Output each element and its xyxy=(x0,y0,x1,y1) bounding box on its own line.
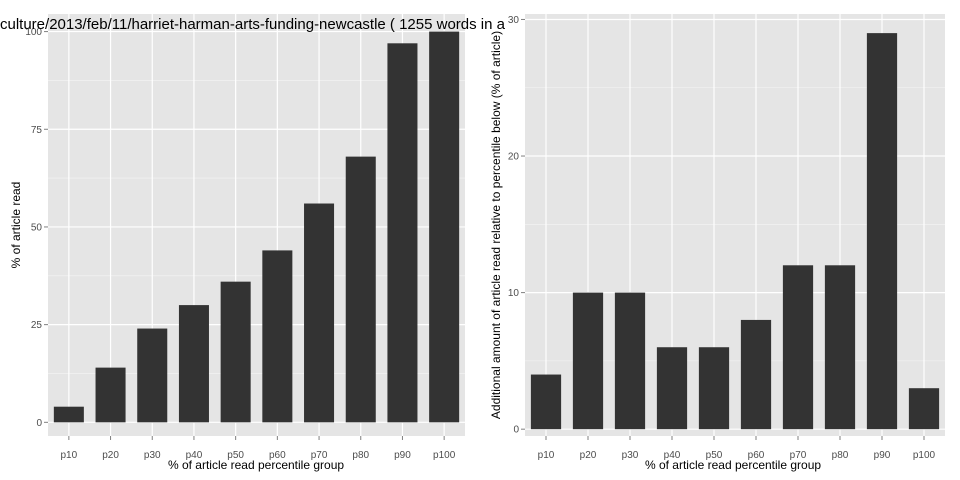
y-axis-title-right: Additional amount of article read relati… xyxy=(489,31,503,419)
y-tick-label: 75 xyxy=(31,125,43,136)
x-tick-label: p50 xyxy=(227,450,244,461)
bar-p20 xyxy=(95,367,126,423)
bar-p10 xyxy=(53,406,84,423)
bar-p60 xyxy=(262,250,293,423)
x-tick-label: p10 xyxy=(538,450,555,461)
bar-p100 xyxy=(429,31,460,423)
bar-p80 xyxy=(345,156,376,423)
xticks-right: p10 p20 p30 p40 p50 p60 p70 p80 p90 p100 xyxy=(538,436,936,461)
bar-p80 xyxy=(824,265,856,430)
bar-p20 xyxy=(572,292,604,430)
bar-p100 xyxy=(908,388,940,430)
yticks-left: 0 25 50 75 100 xyxy=(25,27,48,429)
x-tick-label: p100 xyxy=(433,450,456,461)
x-axis-title-right: % of article read percentile group xyxy=(645,458,821,472)
y-tick-label: 50 xyxy=(31,222,43,233)
y-tick-label: 30 xyxy=(508,15,520,26)
y-tick-label: 20 xyxy=(508,152,520,163)
bar-p60 xyxy=(740,319,772,430)
y-tick-label: 25 xyxy=(31,320,43,331)
bar-p90 xyxy=(866,33,898,430)
x-tick-label: p80 xyxy=(832,450,849,461)
x-tick-label: p50 xyxy=(706,450,723,461)
bars-left xyxy=(53,31,460,423)
x-tick-label: p70 xyxy=(311,450,328,461)
bar-p40 xyxy=(178,305,209,423)
bar-p40 xyxy=(656,347,688,430)
bar-p70 xyxy=(304,203,335,423)
x-axis-title-left: % of article read percentile group xyxy=(168,458,344,472)
x-tick-label: p40 xyxy=(186,450,203,461)
xticks-left: p10 p20 p30 p40 p50 p60 p70 p80 p90 p100 xyxy=(61,436,456,461)
x-tick-label: p90 xyxy=(394,450,411,461)
x-tick-label: p80 xyxy=(352,450,369,461)
y-tick-label: 10 xyxy=(508,288,520,299)
bars-right xyxy=(530,33,940,430)
chart-title-left: culture/2013/feb/11/harriet-harman-arts-… xyxy=(0,16,506,33)
x-tick-label: p20 xyxy=(580,450,597,461)
x-tick-label: p20 xyxy=(102,450,119,461)
y-axis-title-left: % of article read xyxy=(9,182,23,269)
bar-p50 xyxy=(698,347,730,430)
bar-p50 xyxy=(220,281,251,423)
x-tick-label: p70 xyxy=(790,450,807,461)
bar-p70 xyxy=(782,265,814,430)
x-tick-label: p60 xyxy=(748,450,765,461)
y-tick-label: 0 xyxy=(513,425,519,436)
x-tick-label: p40 xyxy=(664,450,681,461)
bar-p10 xyxy=(530,374,562,430)
bar-p30 xyxy=(614,292,646,430)
bar-p90 xyxy=(387,43,418,423)
y-tick-label: 100 xyxy=(25,27,42,38)
x-tick-label: p90 xyxy=(874,450,891,461)
bar-p30 xyxy=(137,328,168,423)
yticks-right: 0 10 20 30 xyxy=(508,15,525,436)
x-tick-label: p60 xyxy=(269,450,286,461)
x-tick-label: p10 xyxy=(61,450,78,461)
x-tick-label: p30 xyxy=(144,450,161,461)
y-tick-label: 0 xyxy=(36,418,42,429)
x-tick-label: p30 xyxy=(622,450,639,461)
x-tick-label: p100 xyxy=(913,450,936,461)
